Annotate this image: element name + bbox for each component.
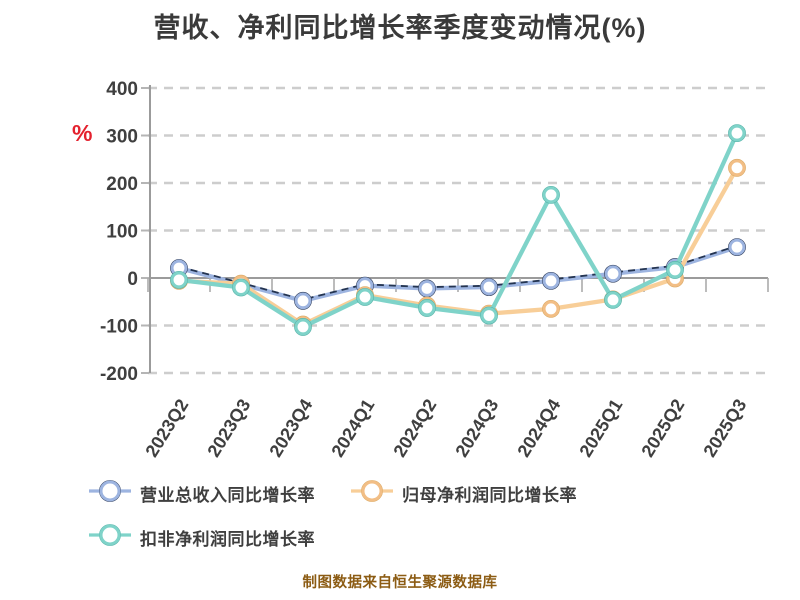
x-axis-tick-label: 2024Q3 <box>451 396 502 461</box>
legend-item-revenue-growth: 营业总收入同比增长率 <box>88 478 315 509</box>
data-point-outline <box>666 261 684 279</box>
data-point-marker <box>604 265 622 283</box>
data-point-marker <box>728 159 746 177</box>
data-point-outline <box>480 278 498 296</box>
data-point-outline <box>728 238 746 257</box>
data-point-outline <box>170 271 188 289</box>
data-point-outline <box>418 299 436 317</box>
y-axis-tick-label: -200 <box>100 364 138 385</box>
data-point-marker <box>294 292 312 310</box>
y-axis-tick-label: 0 <box>127 269 138 290</box>
net-profit-series-marker-icon <box>350 478 394 509</box>
data-point-marker <box>728 124 746 142</box>
series-line-dash-overlay-0 <box>178 244 738 301</box>
data-point-outline <box>728 158 746 177</box>
data-point-marker <box>232 279 250 296</box>
x-axis-tick-label: 2024Q4 <box>513 396 564 461</box>
data-point-outline <box>542 185 560 204</box>
data-point-marker <box>170 271 188 289</box>
data-source-caption: 制图数据来自恒生聚源数据库 <box>302 575 498 591</box>
data-point-marker <box>356 288 374 306</box>
legend-marker-glyph <box>351 479 393 502</box>
data-point-marker <box>604 291 622 309</box>
data-point-marker <box>418 299 436 317</box>
legend-marker-glyph <box>89 479 131 502</box>
data-point-marker <box>542 272 560 290</box>
data-point-marker <box>480 307 498 324</box>
legend-label-revenue-growth: 营业总收入同比增长率 <box>140 485 315 505</box>
legend-marker-glyph <box>89 523 131 546</box>
data-point-outline <box>728 124 746 143</box>
data-point-marker <box>480 278 498 296</box>
line-chart-plot-area: 400 300 200 100 0 -100 -200% 2023Q2 2023Q3 2023Q4… <box>72 79 772 461</box>
data-point-marker <box>542 186 560 204</box>
legend-label-non-gaap-profit-growth: 扣非净利润同比增长率 <box>140 529 315 549</box>
x-axis-tick-label: 2025Q1 <box>575 396 626 461</box>
x-axis-tick-label: 2023Q3 <box>203 396 254 461</box>
y-axis-tick-label: 200 <box>106 174 138 195</box>
x-axis-tick-label: 2025Q3 <box>699 396 750 461</box>
x-axis-tick-label: 2023Q4 <box>265 396 316 461</box>
data-point-marker <box>418 280 436 297</box>
series-line-2 <box>176 130 740 330</box>
chart-title: 营收、净利同比增长率季度变动情况(%) <box>153 13 647 43</box>
y-axis-tick-label: -100 <box>100 317 138 338</box>
data-point-marker <box>666 261 684 279</box>
y-axis-tick-label: 100 <box>106 222 138 243</box>
x-axis-tick-label: 2025Q2 <box>637 396 688 461</box>
legend-label-net-profit-growth: 归母净利润同比增长率 <box>402 485 577 505</box>
y-axis-tick-label: 300 <box>106 127 138 148</box>
non-gaap-series-marker-icon <box>88 522 132 553</box>
data-point-outline <box>604 264 622 283</box>
x-axis-tick-label: 2023Q2 <box>141 396 192 461</box>
x-axis-tick-label: 2024Q2 <box>389 396 440 461</box>
data-point-marker <box>542 300 560 318</box>
legend-item-non-gaap-profit-growth: 扣非净利润同比增长率 <box>88 522 315 553</box>
data-point-outline <box>232 278 250 297</box>
data-point-marker <box>728 238 746 256</box>
y-axis-tick-label: 400 <box>106 79 138 100</box>
legend-item-net-profit-growth: 归母净利润同比增长率 <box>350 478 577 509</box>
series-line-0 <box>176 244 740 303</box>
y-axis-unit-label: % <box>72 120 92 146</box>
data-point-outline <box>604 290 622 309</box>
data-point-marker <box>294 318 312 336</box>
data-point-outline <box>542 271 560 290</box>
data-point-outline <box>294 318 312 336</box>
data-point-outline <box>542 299 560 318</box>
data-point-outline <box>480 306 498 325</box>
x-axis-tick-label: 2024Q1 <box>327 396 378 461</box>
data-point-outline <box>356 288 374 306</box>
data-point-outline <box>294 291 312 310</box>
revenue-series-marker-icon <box>88 478 132 509</box>
